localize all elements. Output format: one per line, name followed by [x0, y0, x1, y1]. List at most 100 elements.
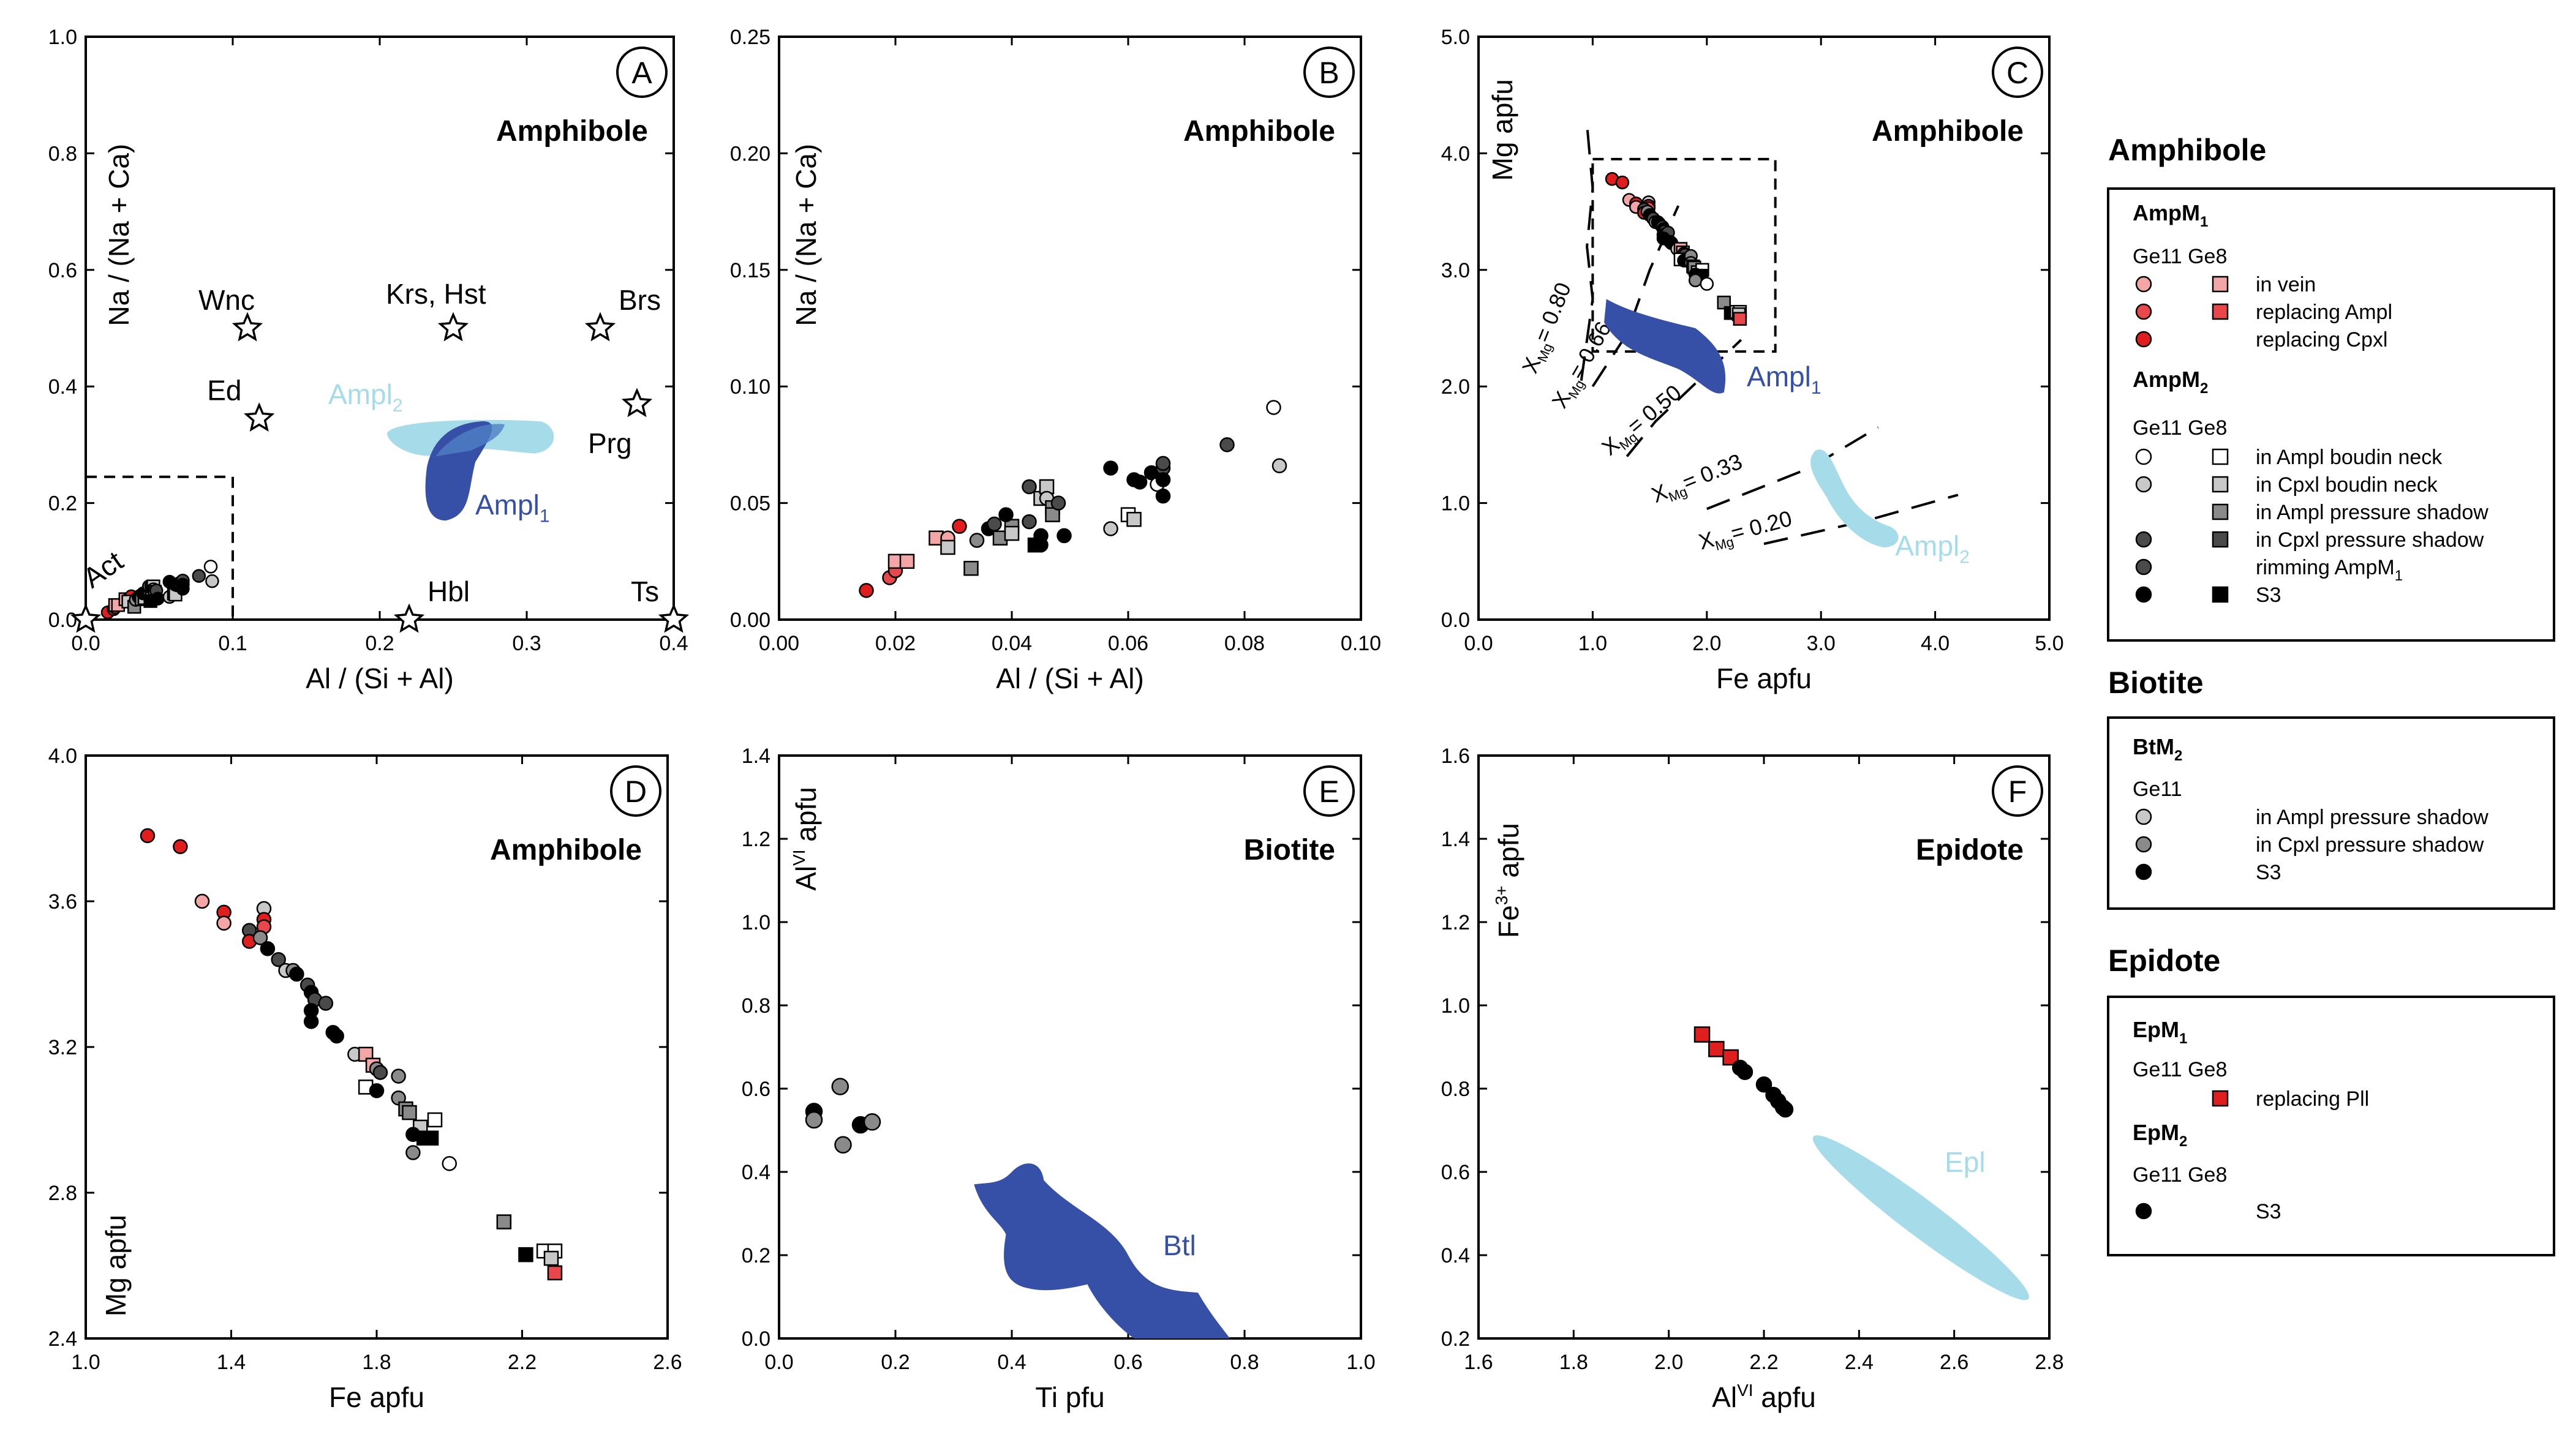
- data-point: [1155, 456, 1171, 471]
- legend-square-marker: [2212, 448, 2229, 465]
- legend-circle-marker: [2135, 1203, 2152, 1220]
- panel-label-circle: [616, 47, 668, 98]
- legend-columns: Ge11: [2133, 778, 2182, 801]
- x-tick-label: 0.06: [1108, 632, 1148, 655]
- end-member-star: [70, 603, 102, 633]
- legend-row-label: in Cpxl boudin neck: [2256, 473, 2438, 497]
- x-tick-label: 0.4: [997, 1351, 1026, 1374]
- legend-square-marker: [2212, 476, 2229, 493]
- data-point: [318, 996, 334, 1011]
- data-point: [192, 569, 206, 583]
- data-point: [543, 1250, 559, 1266]
- data-point: [805, 1111, 823, 1129]
- chart-title: Epidote: [1916, 834, 2024, 866]
- end-member-label: Ts: [631, 576, 659, 607]
- data-point: [1155, 488, 1171, 504]
- legend-group-title: EpM2: [2133, 1120, 2187, 1150]
- y-axis-label: AlVI apfu: [789, 787, 822, 891]
- legend-circle-marker: [2135, 586, 2152, 603]
- panel-label: D: [625, 775, 647, 809]
- legend-square-marker: [2212, 531, 2229, 548]
- y-tick-label: 0.10: [730, 375, 770, 399]
- data-point: [303, 1014, 319, 1029]
- x-axis-label: AlVI apfu: [1712, 1381, 1816, 1413]
- y-tick-label: 0.15: [730, 259, 770, 282]
- panel-label: B: [1319, 56, 1339, 90]
- data-point: [1027, 537, 1043, 553]
- legend: Amphibole AmpM1 Ge11 Ge8 in vein replacing A…: [2107, 133, 2555, 1256]
- x-tick-label: 2.2: [508, 1351, 537, 1374]
- y-tick-label: 1.4: [742, 745, 770, 768]
- y-tick-label: 0.8: [1441, 1078, 1470, 1101]
- chart-title: Amphibole: [496, 115, 648, 148]
- data-point: [1155, 472, 1171, 487]
- legend-circle-marker: [2135, 808, 2152, 825]
- ampl1-field: [1604, 299, 1726, 394]
- x-axis-label: Fe apfu: [1716, 662, 1812, 694]
- legend-circle-marker: [2135, 531, 2152, 548]
- legend-columns: Ge11 Ge8: [2133, 1163, 2227, 1187]
- panel-label-circle: [1303, 47, 1355, 98]
- end-member-star: [232, 312, 263, 342]
- y-axis-label: Fe3+ apfu: [1492, 823, 1524, 938]
- y-tick-label: 1.0: [1441, 994, 1470, 1018]
- y-tick-label: 0.4: [48, 375, 77, 399]
- data-point: [1271, 458, 1287, 473]
- legend-square-marker: [2212, 586, 2229, 603]
- legend-columns: Ge11 Ge8: [2133, 416, 2227, 440]
- panel-label: E: [1319, 775, 1339, 809]
- x-tick-label: 2.2: [1749, 1351, 1778, 1374]
- end-member-label: Wnc: [198, 284, 255, 316]
- chart-title: Biotite: [1244, 834, 1335, 866]
- data-point: [402, 1105, 417, 1120]
- end-member-label: Krs, Hst: [386, 278, 486, 310]
- data-point: [987, 516, 1002, 532]
- data-point: [205, 574, 219, 588]
- y-tick-label: 0.20: [730, 142, 770, 165]
- y-tick-label: 0.2: [48, 492, 77, 516]
- legend-group-title: BtM2: [2133, 734, 2182, 764]
- x-tick-label: 1.8: [362, 1351, 391, 1374]
- x-axis-label: Ti pfu: [1035, 1381, 1104, 1413]
- x-tick-label: 0.2: [365, 632, 394, 655]
- data-point: [1777, 1101, 1794, 1118]
- end-member-star: [244, 402, 275, 432]
- panel-D: 1.0 1.4 1.8 2.2 2.6 2.4 2.8 3.2 3.6 4.0 Fe apfu D Am…: [48, 745, 682, 1413]
- data-point: [203, 560, 218, 574]
- data-point: [391, 1068, 406, 1084]
- end-member-star: [437, 312, 469, 342]
- legend-box-amphibole: [2107, 187, 2555, 642]
- data-point: [969, 533, 985, 548]
- ampl-overlap-field: [435, 424, 505, 457]
- legend-row-label: in Ampl pressure shadow: [2256, 806, 2488, 829]
- y-tick-label: 3.2: [48, 1036, 77, 1059]
- plot-frame: [778, 36, 1362, 621]
- data-point: [1004, 525, 1020, 541]
- plot-frame: [1477, 36, 2051, 621]
- y-tick-label: 2.0: [1441, 375, 1470, 399]
- x-tick-label: 0.2: [881, 1351, 910, 1374]
- legend-columns: Ge11 Ge8: [2133, 1058, 2227, 1081]
- chart-title: Amphibole: [1872, 115, 2024, 148]
- data-point: [1057, 528, 1072, 544]
- legend-circle-marker: [2135, 863, 2152, 880]
- data-point: [1050, 495, 1066, 511]
- y-tick-label: 0.0: [48, 609, 77, 632]
- y-tick-label: 0.8: [742, 994, 770, 1018]
- xmg-isoline: [1580, 124, 1594, 381]
- xmg-isoline: [1706, 426, 1879, 510]
- y-tick-label: 1.0: [48, 26, 77, 49]
- data-point: [1219, 437, 1235, 452]
- x-tick-label: 2.4: [1845, 1351, 1874, 1374]
- legend-circle-marker: [2135, 448, 2152, 465]
- panel-label-circle: [1992, 765, 2043, 817]
- x-tick-label: 0.04: [992, 632, 1032, 655]
- data-point: [952, 519, 967, 534]
- x-tick-label: 1.6: [1464, 1351, 1493, 1374]
- panel-label: C: [2006, 56, 2029, 90]
- y-tick-label: 2.8: [48, 1182, 77, 1205]
- legend-row-label: replacing Pll: [2256, 1087, 2369, 1111]
- x-tick-label: 0.0: [1464, 632, 1493, 655]
- x-tick-label: 1.8: [1559, 1351, 1588, 1374]
- legend-heading-biotite: Biotite: [2108, 666, 2204, 700]
